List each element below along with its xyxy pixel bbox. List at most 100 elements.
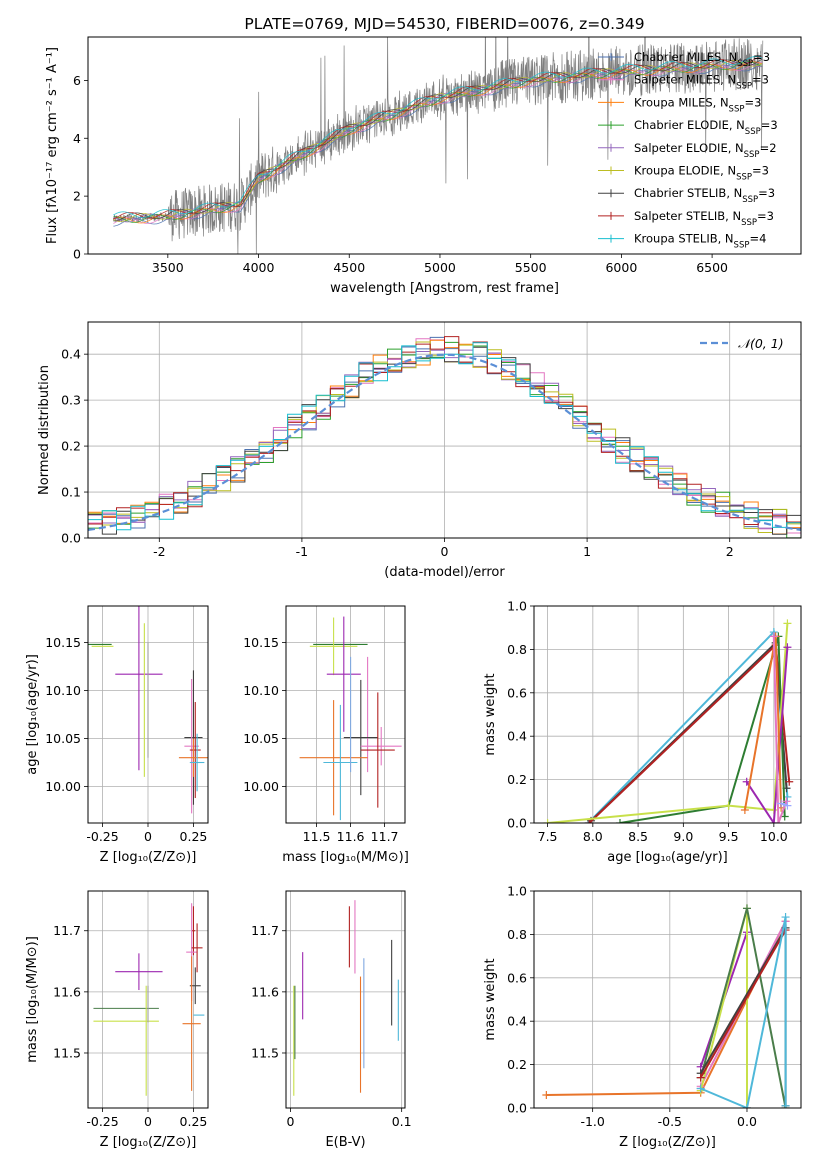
x-tick-label: 11.7 bbox=[371, 829, 399, 844]
errorbar-point bbox=[184, 670, 203, 805]
mass-weight-marker bbox=[785, 777, 794, 786]
errorbar-point bbox=[184, 678, 199, 814]
y-tick-label: 0.1 bbox=[61, 485, 81, 500]
spectrum-model-line bbox=[113, 60, 763, 222]
x-tick-label: 3500 bbox=[152, 260, 184, 275]
panel-spectrum: 3500 4000 4500 5000 5500 6000 6500 0 2 4 6 waveleng… bbox=[45, 36, 802, 296]
x-tick-label: -0.5 bbox=[658, 1114, 682, 1129]
spectrum-legend: Chabrier MILES, NSSP=3 Salpeter MILES, NS… bbox=[598, 50, 778, 251]
plot-area bbox=[286, 891, 405, 1108]
y-tick-label: 0.0 bbox=[507, 816, 527, 831]
y-tick-label: 10.10 bbox=[243, 683, 279, 698]
mass-weight-marker bbox=[780, 812, 789, 821]
legend-entry: Kroupa STELIB, NSSP=4 bbox=[634, 232, 766, 251]
errorbar-point bbox=[309, 617, 358, 676]
x-tick-label: 8.0 bbox=[583, 829, 603, 844]
y-axis-label: mass weight bbox=[483, 958, 498, 1040]
mass-weight-marker bbox=[781, 913, 790, 922]
panel-age_vs_Z: -0.25 0 0.25 10.00 10.05 10.10 10.15 Z [log₁₀(Z… bbox=[25, 605, 209, 865]
y-tick-label: 0.0 bbox=[61, 531, 81, 546]
x-tick-label: -1.0 bbox=[580, 1114, 604, 1129]
x-tick-label: 0 bbox=[441, 544, 449, 559]
y-tick-label: 0.4 bbox=[507, 1014, 527, 1029]
x-tick-label: -0.25 bbox=[86, 829, 118, 844]
errorbar-point bbox=[191, 923, 203, 973]
errorbar-point bbox=[323, 704, 358, 821]
errorbar-point bbox=[189, 733, 205, 792]
y-tick-label: 10.10 bbox=[45, 683, 81, 698]
y-tick-label: 0.4 bbox=[61, 347, 81, 362]
mass-weight-marker bbox=[769, 632, 778, 641]
spectrum-model-line bbox=[113, 56, 763, 220]
legend-entry: Kroupa ELODIE, NSSP=3 bbox=[634, 164, 769, 183]
y-tick-label: 10.05 bbox=[45, 731, 81, 746]
y-tick-label: 10.05 bbox=[243, 731, 279, 746]
x-axis-label: Z [log₁₀(Z/Z⊙)] bbox=[619, 1135, 716, 1150]
errorbar-point bbox=[360, 726, 402, 766]
x-axis-label: wavelength [Angstrom, rest frame] bbox=[330, 281, 559, 296]
errorbar-point bbox=[115, 606, 163, 771]
errorbar-point bbox=[191, 906, 196, 956]
errorbar-point bbox=[360, 692, 395, 808]
plot-area bbox=[534, 891, 801, 1108]
errorbar-point bbox=[299, 700, 368, 816]
plot-frame bbox=[533, 890, 802, 1109]
y-tick-label: 0.2 bbox=[507, 1057, 527, 1072]
x-tick-label: 6500 bbox=[696, 260, 728, 275]
x-tick-label: 5000 bbox=[424, 260, 456, 275]
mass-weight-marker bbox=[543, 819, 552, 823]
mass-weight-series bbox=[699, 924, 787, 1106]
plot-area bbox=[286, 606, 405, 823]
spectrum-model-line bbox=[113, 56, 763, 219]
mass-weight-series bbox=[547, 623, 789, 823]
x-tick-label: 11.6 bbox=[337, 829, 365, 844]
mass-weight-marker bbox=[742, 904, 751, 913]
x-tick-label: 11.5 bbox=[303, 829, 331, 844]
y-tick-label: 0.8 bbox=[507, 642, 527, 657]
legend-entry: Salpeter STELIB, NSSP=3 bbox=[634, 209, 774, 228]
x-tick-label: -0.25 bbox=[86, 1114, 118, 1129]
y-tick-label: 0 bbox=[73, 247, 81, 262]
x-axis-label: Z [log₁₀(Z/Z⊙)] bbox=[100, 1135, 197, 1150]
x-axis-label: Z [log₁₀(Z/Z⊙)] bbox=[100, 850, 197, 865]
x-tick-label: 9.0 bbox=[673, 829, 693, 844]
mass-weight-marker bbox=[696, 1084, 705, 1093]
plot-area bbox=[88, 322, 801, 538]
y-axis-label: Normed distribution bbox=[37, 365, 52, 495]
y-axis-label: mass [log₁₀(M/M⊙)] bbox=[25, 936, 40, 1063]
plot-frame bbox=[87, 605, 209, 824]
x-tick-label: 10.0 bbox=[760, 829, 788, 844]
y-axis-label: Flux [fλ10⁻¹⁷ erg cm⁻² s⁻¹ A⁻¹] bbox=[45, 47, 60, 244]
y-tick-label: 6 bbox=[73, 73, 81, 88]
x-tick-label: 0.25 bbox=[180, 829, 208, 844]
plot-frame bbox=[87, 321, 802, 539]
x-axis-label: E(B-V) bbox=[325, 1135, 365, 1150]
plot-area bbox=[88, 891, 208, 1108]
panel-mass_vs_EBV: 0 0.1 11.5 11.6 11.7 E(B-V) bbox=[251, 890, 412, 1150]
y-tick-label: 11.6 bbox=[53, 984, 81, 999]
legend-entry: Chabrier ELODIE, NSSP=3 bbox=[634, 118, 778, 137]
x-tick-label: 4500 bbox=[333, 260, 365, 275]
errorbar-point bbox=[189, 702, 201, 799]
mass-weight-series bbox=[772, 636, 788, 823]
x-tick-label: 5500 bbox=[515, 260, 547, 275]
mass-weight-marker bbox=[783, 619, 792, 628]
plot-frame bbox=[533, 605, 802, 824]
y-tick-label: 11.5 bbox=[53, 1045, 81, 1060]
mass-weight-marker bbox=[742, 1104, 751, 1108]
x-tick-label: 8.5 bbox=[628, 829, 648, 844]
plot-area bbox=[88, 606, 208, 823]
panel-mass_vs_Z: -0.25 0 0.25 11.5 11.6 11.7 Z [log₁₀(Z/Z⊙)] mas… bbox=[25, 890, 209, 1150]
x-tick-label: 6000 bbox=[605, 260, 637, 275]
x-axis-label: mass [log₁₀(M/M⊙)] bbox=[282, 850, 409, 865]
x-tick-label: -1 bbox=[296, 544, 308, 559]
x-tick-label: 2 bbox=[726, 544, 734, 559]
x-tick-label: 0 bbox=[286, 1114, 294, 1129]
x-tick-label: 1 bbox=[583, 544, 591, 559]
mass-weight-marker bbox=[585, 819, 594, 823]
y-axis-label: age [log₁₀(age/yr)] bbox=[25, 654, 40, 775]
mass-weight-marker bbox=[777, 799, 786, 808]
y-tick-label: 10.15 bbox=[243, 635, 279, 650]
plot-area bbox=[113, 37, 764, 254]
